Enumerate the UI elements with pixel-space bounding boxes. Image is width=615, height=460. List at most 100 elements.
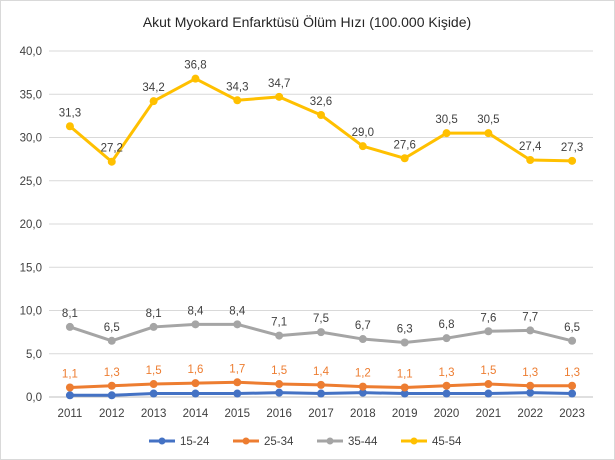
x-tick-label: 2018 <box>350 408 376 420</box>
series-lines <box>65 74 577 400</box>
data-labels: 1,1 1,3 1,5 1,6 1,7 1,5 1,4 1,2 1,1 1,3 1,5 1,3 1,3 8… <box>59 60 584 381</box>
gridlines <box>49 50 593 398</box>
y-tick-label: 5,0 <box>26 349 42 361</box>
data-label: 1,5 <box>271 365 287 377</box>
data-label: 32,6 <box>310 96 332 108</box>
data-point <box>526 326 535 335</box>
x-tick-label: 2016 <box>266 408 292 420</box>
x-tick-label: 2013 <box>141 408 167 420</box>
data-label: 1,3 <box>104 367 120 379</box>
y-tick-label: 25,0 <box>20 176 42 188</box>
data-label: 27,2 <box>101 143 123 155</box>
x-tick-label: 2017 <box>308 408 334 420</box>
y-tick-label: 15,0 <box>20 262 42 274</box>
data-label: 34,7 <box>268 78 290 90</box>
data-label: 6,8 <box>439 319 455 331</box>
y-tick-label: 20,0 <box>20 219 42 231</box>
data-point <box>400 338 409 347</box>
x-tick-label: 2015 <box>225 408 251 420</box>
data-label: 30,5 <box>477 114 499 126</box>
data-label: 7,5 <box>313 313 329 325</box>
data-point <box>400 389 409 398</box>
data-label: 36,8 <box>184 60 206 72</box>
data-label: 1,1 <box>397 368 413 380</box>
data-label: 8,4 <box>187 305 204 317</box>
y-axis-ticks: 0,0 5,0 10,0 15,0 20,0 25,0 30,0 35,0 40,0 <box>20 46 42 404</box>
data-point <box>233 389 242 398</box>
data-point <box>65 383 74 392</box>
data-point <box>317 389 325 398</box>
data-point <box>233 320 242 329</box>
data-point <box>233 378 242 387</box>
y-tick-label: 0,0 <box>26 392 42 404</box>
data-point <box>484 129 493 138</box>
data-point <box>65 391 74 400</box>
data-point <box>191 389 200 398</box>
data-point <box>107 391 116 400</box>
data-label: 27,6 <box>393 139 415 151</box>
x-tick-label: 2014 <box>183 408 209 420</box>
data-label: 7,7 <box>522 311 538 323</box>
data-label: 1,2 <box>355 368 371 380</box>
data-point <box>191 320 200 329</box>
data-label: 1,1 <box>62 368 78 380</box>
data-label: 34,2 <box>142 82 164 94</box>
data-point <box>484 327 493 336</box>
data-point <box>526 155 535 164</box>
data-label: 1,5 <box>480 365 496 377</box>
data-point <box>358 335 367 344</box>
data-point <box>191 74 200 83</box>
legend-label: 15-24 <box>180 436 210 448</box>
data-label: 27,3 <box>561 142 583 154</box>
data-label: 1,3 <box>522 367 538 379</box>
x-tick-label: 2011 <box>58 408 83 420</box>
data-point <box>442 381 451 390</box>
data-point <box>568 156 577 165</box>
data-label: 34,3 <box>226 81 248 93</box>
data-label: 7,6 <box>480 312 496 324</box>
data-point <box>149 322 158 331</box>
data-point <box>358 382 367 391</box>
data-point <box>358 142 367 151</box>
x-tick-label: 2020 <box>434 408 460 420</box>
y-tick-label: 40,0 <box>20 46 42 58</box>
data-point <box>149 97 158 106</box>
data-label: 8,1 <box>146 308 162 320</box>
data-label: 6,5 <box>104 322 120 334</box>
x-tick-label: 2022 <box>517 408 543 420</box>
data-label: 8,1 <box>62 308 78 320</box>
x-axis-ticks: 2011 2012 2013 2014 2015 2016 2017 2018 2019 2020… <box>58 408 585 420</box>
data-label: 1,3 <box>439 367 455 379</box>
y-tick-label: 35,0 <box>20 89 42 101</box>
legend-label: 25-34 <box>264 436 294 448</box>
data-label: 30,5 <box>435 114 457 126</box>
data-label: 6,3 <box>397 324 413 336</box>
data-label: 1,4 <box>313 366 330 378</box>
data-point <box>107 336 116 345</box>
legend-marker <box>158 437 166 445</box>
data-point <box>400 154 409 163</box>
data-point <box>317 328 325 337</box>
x-tick-label: 2021 <box>476 408 502 420</box>
data-point <box>484 380 493 389</box>
data-label: 1,5 <box>146 365 162 377</box>
data-point <box>400 383 409 392</box>
legend: 15-24 25-34 35-44 45-54 <box>149 436 462 448</box>
x-tick-label: 2023 <box>559 408 585 420</box>
data-point <box>526 381 535 390</box>
data-label: 1,7 <box>229 363 245 375</box>
y-tick-label: 10,0 <box>20 306 42 318</box>
data-point <box>107 157 116 166</box>
data-label: 6,5 <box>564 322 580 334</box>
data-label: 29,0 <box>352 127 374 139</box>
data-point <box>484 389 493 398</box>
data-point <box>65 122 74 131</box>
data-label: 6,7 <box>355 320 371 332</box>
data-point <box>107 381 116 390</box>
data-point <box>317 380 325 389</box>
data-label: 1,3 <box>564 367 580 379</box>
data-point <box>317 111 325 120</box>
data-point <box>442 389 451 398</box>
